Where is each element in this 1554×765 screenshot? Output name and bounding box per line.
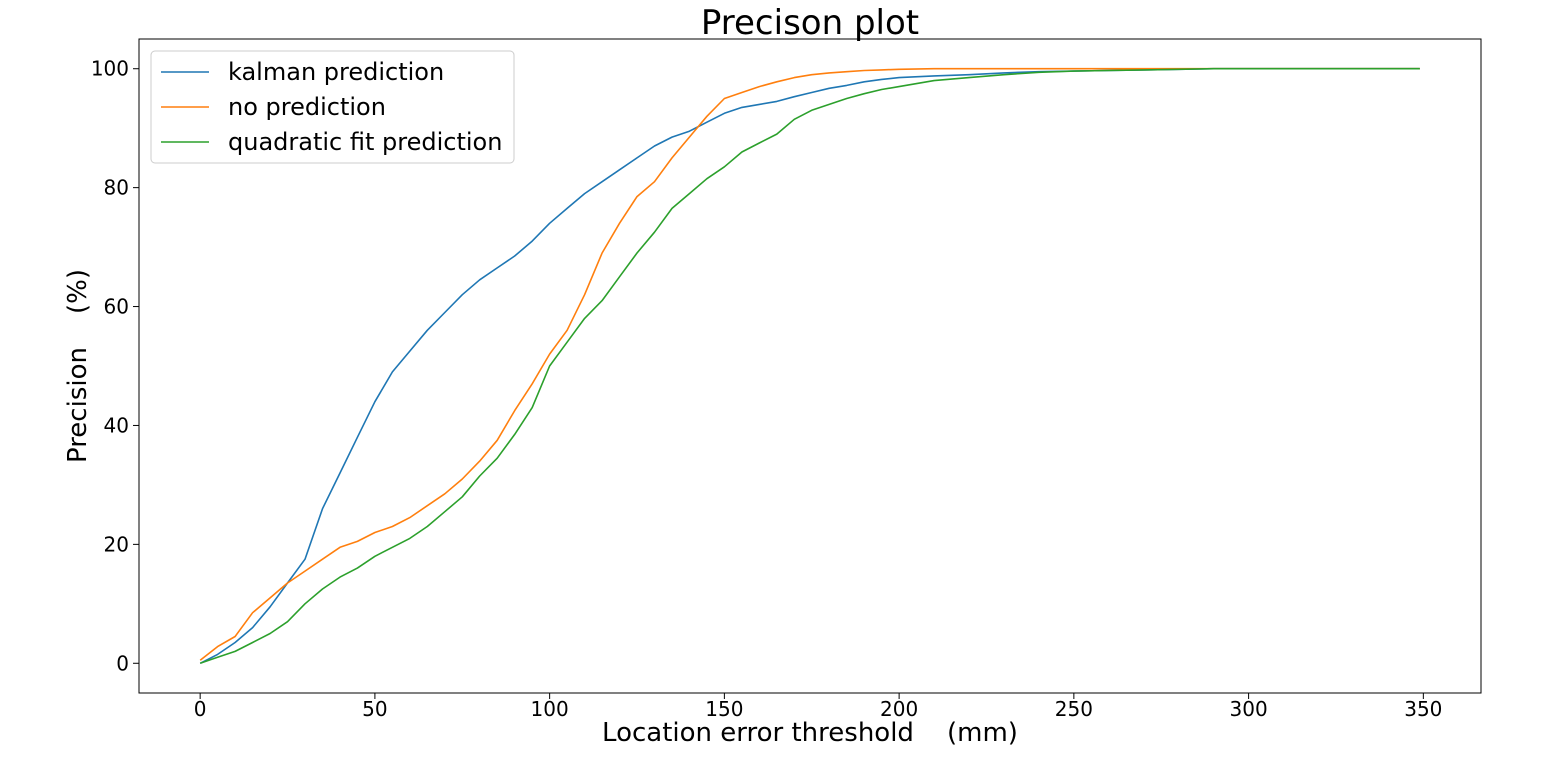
x-tick-label: 200 — [880, 697, 918, 721]
y-tick-label: 80 — [104, 176, 129, 200]
series-line-1 — [199, 67, 1420, 665]
series-line-2 — [199, 67, 1420, 661]
x-tick-label: 100 — [531, 697, 569, 721]
legend-label: no prediction — [228, 93, 386, 121]
y-tick-label: 0 — [116, 651, 129, 675]
axis-ticks: 0 50 100 150 200 250 300 350 0 20 40 60 80 100 — [91, 57, 1443, 721]
y-axis-title: Precision (%) — [63, 269, 93, 463]
y-tick-label: 100 — [91, 57, 129, 81]
x-tick-label: 350 — [1404, 697, 1442, 721]
x-tick-label: 0 — [194, 697, 207, 721]
legend-entry: quadratic fit prediction — [161, 128, 502, 156]
y-tick-label: 60 — [104, 295, 129, 319]
legend: kalman prediction no prediction quadratic … — [150, 50, 515, 164]
legend-box — [150, 50, 515, 164]
legend-label: quadratic fit prediction — [228, 128, 502, 156]
plot-lines — [199, 67, 1420, 665]
x-tick-label: 250 — [1055, 697, 1093, 721]
x-tick-label: 150 — [705, 697, 743, 721]
legend-label: kalman prediction — [228, 58, 444, 86]
x-axis-title: Location error threshold (mm) — [602, 718, 1018, 748]
series-line-3 — [199, 67, 1420, 665]
legend-entry: no prediction — [161, 93, 386, 121]
y-tick-label: 20 — [104, 532, 129, 556]
plot-area-frame — [138, 38, 1482, 694]
chart-title: Precison plot — [701, 3, 919, 43]
legend-entry: kalman prediction — [161, 58, 444, 86]
x-tick-label: 300 — [1230, 697, 1268, 721]
x-tick-label: 50 — [362, 697, 387, 721]
y-tick-label: 40 — [104, 413, 129, 437]
